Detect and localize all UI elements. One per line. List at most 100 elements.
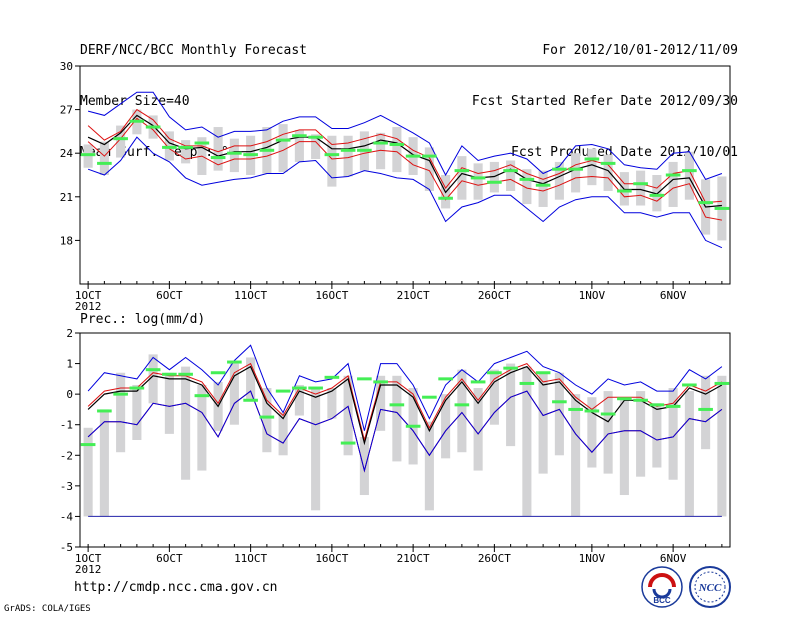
spread-box	[278, 412, 288, 456]
series-line-upper	[87, 108, 722, 204]
x-tick-label: 6NOV	[660, 552, 687, 565]
spread-box	[148, 354, 158, 404]
x-tick-label: 26OCT	[478, 289, 511, 302]
header-produced-date: Fcst Produced Date 2012/10/01	[511, 145, 738, 160]
x-tick-label: 1NOV	[579, 289, 606, 302]
x-tick-label: 1OCT	[75, 289, 102, 302]
spread-box	[603, 391, 613, 474]
spread-box	[327, 135, 337, 187]
spread-box	[392, 375, 402, 462]
series-line-upper	[87, 362, 723, 442]
spread-box	[603, 154, 613, 191]
spread-box	[554, 372, 564, 456]
x-tick-label: 21OCT	[397, 552, 430, 565]
x-tick-label: 11OCT	[234, 552, 267, 565]
spread-box	[717, 375, 727, 517]
series-line-max	[87, 344, 723, 431]
spread-box	[587, 148, 597, 186]
spread-box	[652, 403, 662, 468]
spread-box	[473, 163, 483, 200]
spread-box	[473, 388, 483, 471]
header-member-size: Member Size=40	[80, 94, 190, 109]
header-start-date: Fcst Started Refer Date 2012/09/30	[471, 94, 738, 109]
spread-box	[457, 369, 467, 453]
y-tick-label: -3	[60, 480, 73, 493]
spread-box	[457, 156, 467, 200]
spread-box	[538, 372, 548, 474]
x-tick-label: 6NOV	[660, 289, 687, 302]
plot-frame	[79, 332, 731, 548]
spread-box	[684, 391, 694, 517]
spread-box	[83, 427, 93, 517]
x-tick-label: 6OCT	[156, 289, 183, 302]
ncc-logo-icon: NCC	[689, 566, 731, 608]
spread-box	[424, 147, 434, 191]
spread-box	[554, 161, 564, 200]
series-line-max	[87, 91, 723, 181]
header-period: For 2012/10/01-2012/11/09	[542, 43, 738, 58]
y-tick-label: -1	[60, 419, 73, 432]
spread-box	[294, 129, 304, 162]
series-line-min	[87, 136, 723, 249]
spread-box	[246, 357, 256, 401]
series-line-mean	[87, 114, 722, 208]
y-tick-label: 1	[66, 358, 73, 371]
x-tick-label: 6OCT	[156, 552, 183, 565]
spread-box	[441, 394, 451, 459]
spread-box	[376, 375, 386, 431]
spread-box	[99, 409, 109, 517]
series-line-mean	[87, 365, 723, 446]
x-tick-year: 2012	[75, 300, 102, 313]
spread-box	[197, 384, 207, 471]
spread-box	[359, 436, 369, 496]
y-tick-label: 18	[60, 234, 73, 247]
spread-box	[99, 141, 109, 175]
spread-box	[571, 153, 581, 193]
plot-frame	[79, 65, 731, 285]
spread-box	[392, 127, 402, 173]
spread-box	[701, 375, 711, 450]
y-tick-label: -4	[60, 510, 74, 523]
spread-box	[538, 170, 548, 207]
x-tick-label: 26OCT	[478, 552, 511, 565]
x-tick-label: 1NOV	[579, 552, 606, 565]
spread-box	[311, 134, 321, 160]
spread-box	[343, 135, 353, 177]
spread-box	[506, 363, 516, 447]
y-tick-label: 0	[66, 388, 73, 401]
panel-precipitation: Prec.: log(mm/d)-5-4-3-2-10121OCT20126OC…	[60, 312, 731, 576]
header-title: DERF/NCC/BCC Monthly Forecast	[80, 43, 307, 58]
grads-credit: GrADS: COLA/IGES	[4, 604, 91, 614]
spread-box	[343, 375, 353, 456]
spread-box	[522, 169, 532, 205]
x-tick-label: 16OCT	[315, 552, 348, 565]
y-tick-label: -5	[60, 541, 73, 554]
spread-box	[262, 388, 272, 453]
x-tick-label: 1OCT	[75, 552, 102, 565]
bcc-logo-text: BCC	[653, 596, 671, 605]
series-line-lower	[87, 117, 722, 221]
spread-box	[294, 384, 304, 416]
spread-box	[489, 369, 499, 425]
x-tick-year: 2012	[75, 563, 102, 576]
spread-box	[181, 366, 191, 480]
panel-title: Prec.: log(mm/d)	[80, 312, 205, 327]
spread-box	[164, 372, 174, 434]
y-tick-label: -2	[60, 449, 73, 462]
y-tick-label: 27	[60, 104, 73, 117]
y-tick-label: 2	[66, 327, 73, 340]
y-tick-label: 21	[60, 191, 73, 204]
x-tick-label: 21OCT	[397, 289, 430, 302]
spread-box	[116, 125, 126, 158]
bcc-logo-icon: BCC	[641, 566, 683, 608]
spread-box	[522, 366, 532, 517]
spread-box	[619, 397, 629, 496]
spread-box	[229, 138, 239, 173]
spread-box	[587, 397, 597, 468]
footer-url[interactable]: http://cmdp.ncc.cma.gov.cn	[74, 580, 278, 595]
spread-box	[116, 372, 126, 453]
spread-box	[213, 127, 223, 171]
spread-box	[506, 160, 516, 191]
